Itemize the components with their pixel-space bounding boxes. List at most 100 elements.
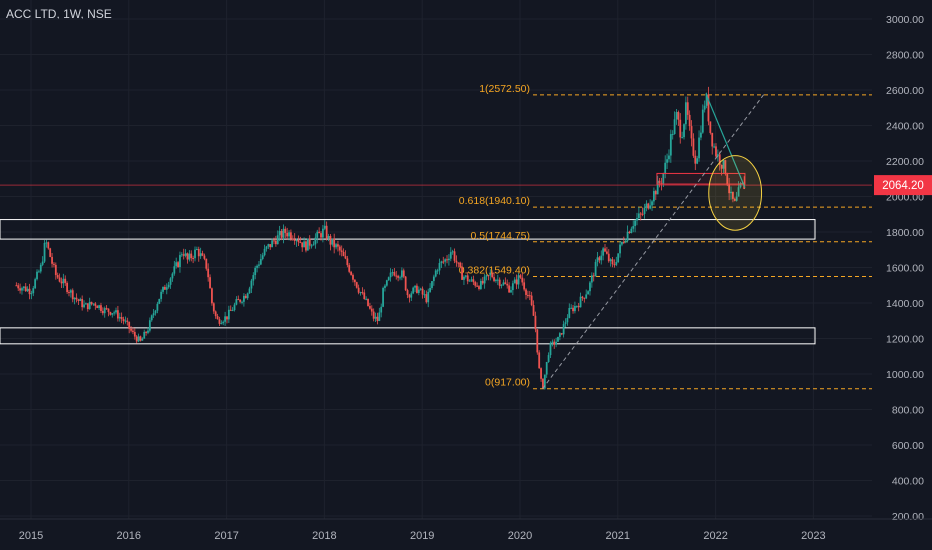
candle-body xyxy=(147,330,149,333)
candle-body xyxy=(337,244,339,247)
last-price-tag xyxy=(874,175,932,196)
downtrend-line xyxy=(705,93,746,188)
candle-body xyxy=(677,112,680,120)
candle-body xyxy=(506,283,509,286)
candle-body xyxy=(64,278,67,283)
candle-body xyxy=(683,124,685,138)
candle-body xyxy=(485,275,488,277)
candle-body xyxy=(252,275,255,281)
candle-body xyxy=(162,286,164,292)
candle-body xyxy=(589,282,591,292)
candle-body xyxy=(26,288,29,292)
candle-body xyxy=(427,291,430,303)
candle-body xyxy=(47,242,50,249)
candle-body xyxy=(684,102,687,125)
y-tick-label: 400.00 xyxy=(892,476,924,488)
candle-body xyxy=(45,242,48,244)
candle-body xyxy=(227,309,230,320)
candle-body xyxy=(254,267,257,276)
candle-body xyxy=(387,277,390,281)
candle-body xyxy=(374,316,377,319)
candle-body xyxy=(737,187,740,197)
candle-body xyxy=(587,291,589,295)
candle-body xyxy=(412,287,415,294)
candle-body xyxy=(320,233,322,238)
candle-body xyxy=(293,239,296,241)
candle-body xyxy=(669,134,672,156)
candle-body xyxy=(621,241,623,245)
candle-body xyxy=(36,271,38,280)
y-tick-label: 3000.00 xyxy=(886,14,924,26)
candle-body xyxy=(382,287,384,307)
candle-body xyxy=(280,230,283,238)
candle-body xyxy=(126,320,129,322)
candle-body xyxy=(267,244,270,247)
candle-body xyxy=(528,295,531,297)
candle-body xyxy=(479,280,482,289)
candle-body xyxy=(651,201,653,206)
candle-body xyxy=(636,217,638,221)
candle-body xyxy=(489,273,492,276)
candle-body xyxy=(504,282,507,284)
candle-body xyxy=(581,296,584,298)
candle-body xyxy=(698,137,700,159)
candle-body xyxy=(517,275,520,285)
candle-body xyxy=(463,276,465,280)
candle-body xyxy=(239,299,242,302)
candle-body xyxy=(180,254,183,256)
candle-body xyxy=(400,270,403,278)
candle-body xyxy=(590,275,593,283)
candle-body xyxy=(705,94,708,106)
candle-body xyxy=(314,237,317,245)
candle-body xyxy=(53,263,55,265)
candle-body xyxy=(414,285,416,288)
y-tick-label: 2600.00 xyxy=(886,85,924,97)
candle-body xyxy=(630,228,633,234)
candle-body xyxy=(626,231,629,241)
candle-body xyxy=(402,270,405,277)
candle-body xyxy=(649,205,652,209)
candle-body xyxy=(393,272,396,276)
candle-body xyxy=(86,303,89,310)
candle-body xyxy=(241,301,243,303)
candle-body xyxy=(250,280,253,289)
candle-body xyxy=(741,182,744,184)
candle-body xyxy=(21,288,23,291)
candle-body xyxy=(641,213,644,215)
candle-body xyxy=(244,295,247,299)
candle-body xyxy=(233,304,236,311)
candle-body xyxy=(628,231,631,234)
candle-body xyxy=(145,331,148,333)
candle-body xyxy=(617,253,620,263)
candle-body xyxy=(464,275,467,277)
candle-body xyxy=(37,271,40,273)
candle-body xyxy=(148,320,151,331)
y-tick-label: 1600.00 xyxy=(886,263,924,275)
candle-body xyxy=(269,244,272,248)
candle-body xyxy=(116,310,119,319)
candle-body xyxy=(647,203,650,209)
candle-body xyxy=(406,290,409,296)
candle-body xyxy=(545,361,548,375)
candle-body xyxy=(207,268,210,278)
candle-body xyxy=(668,155,670,160)
x-tick-label: 2015 xyxy=(19,530,43,542)
candle-body xyxy=(141,338,144,341)
x-tick-label: 2022 xyxy=(703,530,727,542)
highlight-circle xyxy=(708,155,763,231)
candle-body xyxy=(212,303,215,312)
candle-body xyxy=(118,317,121,319)
candle-body xyxy=(19,288,21,291)
candle-body xyxy=(265,246,268,249)
fib-level-label: 0.5(1744.75) xyxy=(470,230,530,242)
candle-body xyxy=(432,276,435,282)
candle-body xyxy=(169,278,172,285)
candle-body xyxy=(421,288,424,295)
candle-body xyxy=(408,295,411,298)
candle-body xyxy=(130,328,132,331)
candle-body xyxy=(713,146,715,148)
candle-body xyxy=(493,277,495,281)
candle-body xyxy=(353,279,356,283)
candle-body xyxy=(515,279,518,285)
